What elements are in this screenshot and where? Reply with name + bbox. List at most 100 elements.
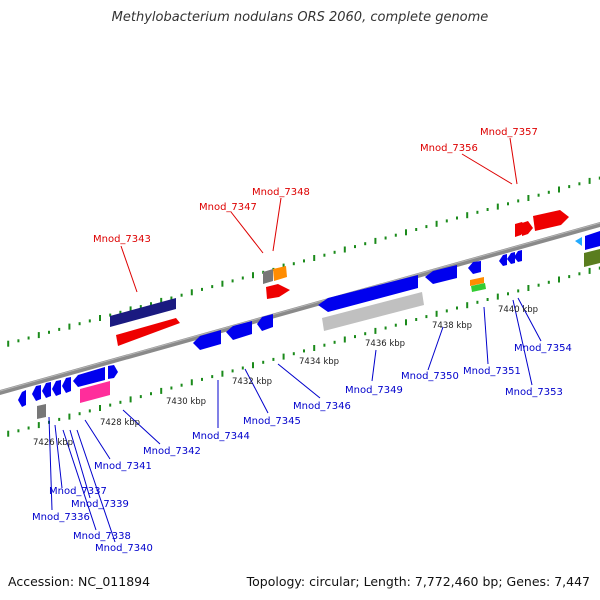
gene-label-mnod-7350[interactable]: Mnod_7350 (401, 371, 459, 382)
map-title: Methylobacterium nodulans ORS 2060, comp… (111, 10, 489, 25)
outer-track-tick (476, 210, 479, 214)
outer-track-tick (323, 253, 326, 257)
inner-track-tick (456, 306, 458, 310)
inner-track-tick (139, 395, 142, 399)
outer-track-tick (466, 212, 469, 219)
gene-label-mnod-7340[interactable]: Mnod_7340 (95, 543, 153, 554)
gene-mnod-7340-arrow[interactable] (62, 377, 71, 393)
gene-label-mnod-7337[interactable]: Mnod_7337 (49, 486, 107, 497)
gene-magenta[interactable] (80, 381, 110, 403)
inner-track-tick (333, 340, 336, 344)
gene-label-mnod-7342[interactable]: Mnod_7342 (143, 446, 201, 457)
gene-cyan-small[interactable] (575, 237, 582, 246)
gene-mnod-7341-arrow[interactable] (73, 367, 105, 387)
inner-track-tick (354, 335, 356, 339)
outer-track-tick (231, 279, 234, 283)
inner-track-tick (578, 272, 581, 276)
gene-mnod-7353-arrow[interactable] (499, 254, 507, 266)
features-above (110, 210, 600, 346)
outer-track-tick (405, 229, 407, 236)
inner-track-tick (425, 315, 428, 319)
gene-label-mnod-7349[interactable]: Mnod_7349 (345, 385, 403, 396)
gene-mnod-7336-arrow[interactable] (18, 390, 26, 407)
inner-track-tick (221, 370, 224, 377)
gene-label-mnod-7344[interactable]: Mnod_7344 (192, 431, 250, 442)
outer-track-tick (425, 225, 428, 229)
scale-label-7438: 7438 kbp (432, 321, 472, 331)
gene-mnod-7342-arrow[interactable] (108, 365, 118, 379)
gene-label-mnod-7347[interactable]: Mnod_7347 (199, 202, 257, 213)
inner-track-tick (78, 412, 81, 416)
gene-mnod-7346-arrow[interactable] (257, 314, 273, 331)
gene-label-mnod-7336[interactable]: Mnod_7336 (32, 512, 90, 523)
inner-track-tick (547, 280, 550, 284)
outer-track-tick (598, 176, 600, 180)
inner-track-tick (394, 323, 397, 327)
inner-track-tick (68, 413, 71, 420)
gene-mnod-7344-arrow[interactable] (193, 330, 221, 350)
gene-label-mnod-7338[interactable]: Mnod_7338 (73, 531, 131, 542)
inner-track-tick (99, 405, 101, 411)
outer-track-tick (68, 323, 71, 330)
gene-label-mnod-7341[interactable]: Mnod_7341 (94, 461, 152, 472)
inner-track-tick (231, 369, 234, 373)
outer-track-tick (568, 185, 571, 189)
inner-track-tick (517, 289, 520, 293)
gene-mnod-7345-arrow[interactable] (226, 321, 252, 340)
gene-label-mnod-7345[interactable]: Mnod_7345 (243, 416, 301, 427)
gene-label-mnod-7339[interactable]: Mnod_7339 (71, 499, 129, 510)
outer-track-tick (292, 262, 295, 266)
gene-mnod-7351-arrow[interactable] (468, 261, 481, 274)
gene-mnod-7343-block[interactable] (116, 318, 180, 346)
gene-mnod-7343-outline[interactable] (110, 298, 176, 327)
outer-track-tick (252, 272, 254, 279)
inner-track-tick (211, 375, 214, 379)
scale-label-7440: 7440 kbp (498, 305, 538, 315)
leader-lines (48, 137, 542, 543)
gene-olive-edge[interactable] (584, 249, 600, 267)
inner-track-tick (58, 417, 61, 421)
gene-mnod-7351-orange[interactable] (470, 277, 484, 286)
gene-blue-edge[interactable] (585, 231, 600, 250)
gene-mnod-7347-orange[interactable] (273, 266, 287, 281)
gene-label-mnod-7354[interactable]: Mnod_7354 (514, 343, 572, 354)
outer-track-tick (303, 259, 305, 263)
gene-label-mnod-7357[interactable]: Mnod_7357 (480, 127, 538, 138)
outer-track-tick (78, 322, 81, 326)
gene-mnod-7349-gray[interactable] (322, 292, 424, 331)
outer-track-tick (119, 310, 122, 314)
outer-track-tick (547, 190, 550, 194)
inner-track-tick (17, 429, 20, 433)
inner-track-tick (476, 300, 479, 304)
gene-mnod-7354b-arrow[interactable] (514, 250, 522, 262)
gene-label-mnod-7353[interactable]: Mnod_7353 (505, 387, 563, 398)
gene-mnod-7354-arrow[interactable] (507, 252, 515, 264)
outer-track-tick (435, 220, 438, 227)
gene-mnod-7356b-arrow[interactable] (522, 221, 533, 236)
inner-track-tick (445, 309, 448, 313)
gene-label-mnod-7356[interactable]: Mnod_7356 (420, 143, 478, 154)
gene-mnod-7336-gray[interactable] (37, 404, 46, 419)
outer-track-tick (496, 203, 499, 210)
inner-track-tick (384, 326, 387, 330)
gene-mnod-7351-green[interactable] (471, 283, 486, 292)
inner-track-tick (435, 310, 438, 317)
gene-label-mnod-7346[interactable]: Mnod_7346 (293, 401, 351, 412)
gene-mnod-7347-gray[interactable] (263, 269, 273, 284)
gene-label-mnod-7348[interactable]: Mnod_7348 (252, 187, 310, 198)
gene-mnod-7339-arrow[interactable] (52, 380, 61, 396)
gene-mnod-7338-arrow[interactable] (42, 382, 51, 398)
inner-track-tick (241, 366, 244, 370)
inner-track-tick (364, 332, 367, 336)
gene-mnod-7337-arrow[interactable] (32, 385, 41, 401)
gene-mnod-7348-arrow[interactable] (266, 284, 290, 299)
inner-track-tick (27, 426, 30, 430)
inner-track-tick (313, 345, 316, 351)
gene-label-mnod-7351[interactable]: Mnod_7351 (463, 366, 521, 377)
gene-mnod-7350-arrow[interactable] (425, 265, 457, 284)
inner-track-tick (343, 336, 346, 343)
gene-mnod-7357-arrow[interactable] (533, 210, 569, 231)
gene-mnod-7349-arrow[interactable] (318, 275, 418, 312)
gene-label-mnod-7343[interactable]: Mnod_7343 (93, 234, 151, 245)
